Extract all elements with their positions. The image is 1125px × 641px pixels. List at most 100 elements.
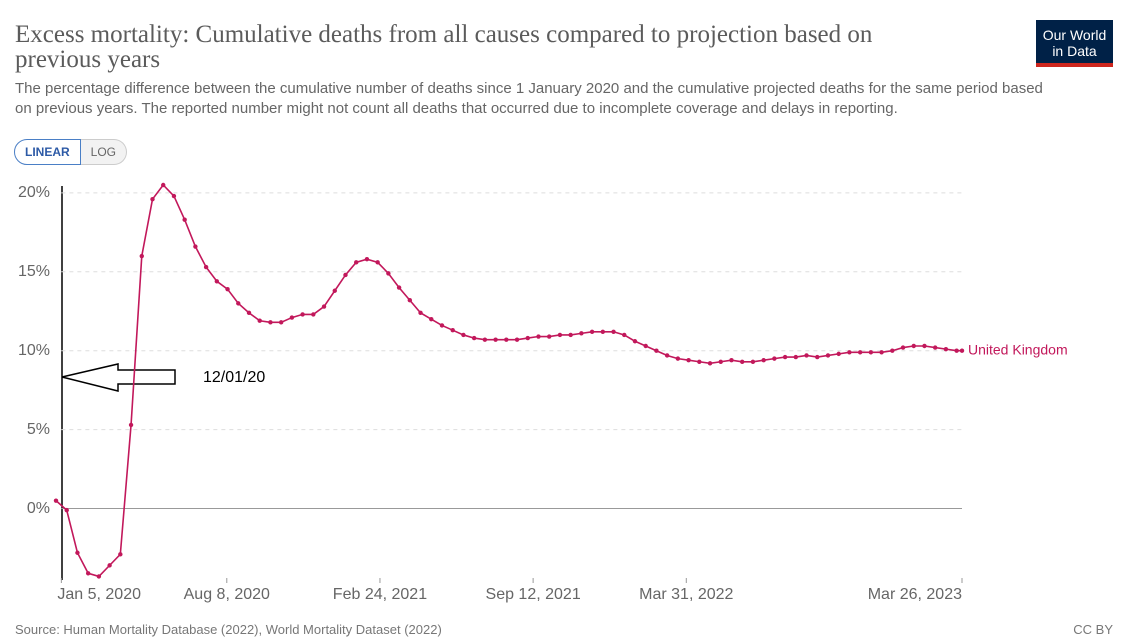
logo-line: Our World bbox=[1042, 27, 1107, 43]
data-point bbox=[718, 359, 723, 364]
data-point bbox=[847, 350, 852, 355]
x-tick-label: Mar 31, 2022 bbox=[639, 586, 733, 603]
y-tick-label: 15% bbox=[18, 263, 50, 280]
data-point bbox=[954, 348, 959, 353]
data-point bbox=[461, 332, 466, 338]
data-point bbox=[471, 335, 477, 341]
data-point bbox=[525, 335, 530, 341]
y-tick-label: 5% bbox=[27, 421, 50, 438]
data-point bbox=[675, 356, 681, 361]
data-point bbox=[782, 354, 788, 360]
data-point bbox=[150, 197, 155, 202]
y-tick-label: 10% bbox=[18, 342, 50, 359]
data-point bbox=[514, 337, 520, 342]
data-point bbox=[632, 339, 638, 344]
data-point bbox=[354, 260, 359, 265]
data-point bbox=[857, 350, 863, 355]
data-point bbox=[128, 422, 134, 428]
data-point bbox=[482, 337, 488, 342]
data-point bbox=[64, 507, 69, 513]
scale-toggle: LINEAR LOG bbox=[14, 139, 128, 165]
chart-subtitle: The percentage difference between the cu… bbox=[15, 80, 1043, 117]
data-point bbox=[429, 316, 434, 322]
data-point bbox=[611, 329, 616, 334]
data-point bbox=[289, 315, 295, 320]
data-point bbox=[225, 286, 230, 292]
data-point bbox=[450, 328, 455, 333]
data-point bbox=[900, 345, 906, 350]
data-point bbox=[203, 264, 209, 270]
data-point bbox=[332, 288, 337, 293]
data-point bbox=[396, 285, 402, 290]
data-point bbox=[664, 353, 670, 358]
data-point bbox=[568, 332, 573, 338]
data-point bbox=[321, 304, 327, 309]
data-point bbox=[536, 334, 541, 339]
data-point bbox=[311, 312, 316, 317]
data-point bbox=[193, 244, 198, 249]
data-point bbox=[386, 271, 391, 276]
data-point bbox=[589, 329, 595, 334]
series-label: United Kingdom bbox=[968, 341, 1068, 357]
y-tick-label: 20% bbox=[18, 184, 50, 201]
data-point bbox=[278, 320, 284, 325]
x-tick-label: Sep 12, 2021 bbox=[486, 586, 581, 603]
data-point bbox=[418, 310, 423, 316]
data-point bbox=[557, 332, 563, 338]
data-point bbox=[697, 359, 702, 364]
source: Source: Human Mortality Database (2022),… bbox=[15, 622, 442, 637]
data-point bbox=[257, 318, 262, 323]
data-point bbox=[815, 354, 820, 360]
data-point bbox=[932, 345, 938, 350]
data-point bbox=[772, 356, 777, 361]
data-point bbox=[246, 310, 252, 316]
data-point bbox=[504, 337, 509, 342]
data-point bbox=[547, 334, 552, 339]
data-point bbox=[825, 353, 831, 358]
data-point bbox=[911, 343, 916, 349]
log-button[interactable]: LOG bbox=[80, 139, 128, 165]
data-point bbox=[750, 359, 756, 364]
data-point bbox=[707, 361, 713, 366]
data-point bbox=[804, 353, 809, 358]
annotation-arrow bbox=[61, 363, 176, 392]
data-point bbox=[740, 359, 745, 364]
data-point bbox=[182, 217, 187, 222]
annotation-text: 12/01/20 bbox=[203, 369, 265, 386]
data-point bbox=[343, 272, 348, 278]
data-point bbox=[622, 332, 627, 338]
linear-button[interactable]: LINEAR bbox=[14, 139, 81, 165]
data-point bbox=[85, 571, 91, 576]
data-point bbox=[922, 343, 927, 349]
series-line bbox=[55, 183, 962, 578]
data-point bbox=[643, 343, 648, 349]
data-point bbox=[793, 354, 799, 360]
data-point bbox=[236, 301, 241, 306]
data-point bbox=[75, 550, 80, 555]
data-point bbox=[300, 312, 305, 317]
data-point bbox=[959, 348, 965, 353]
data-point bbox=[171, 193, 177, 199]
data-point bbox=[579, 331, 584, 336]
license[interactable]: CC BY bbox=[1073, 622, 1113, 637]
x-tick-label: Mar 26, 2023 bbox=[868, 586, 962, 603]
chart-title: Excess mortality: Cumulative deaths from… bbox=[15, 21, 873, 73]
data-point bbox=[729, 357, 734, 363]
data-point bbox=[107, 563, 112, 568]
data-point bbox=[761, 357, 766, 363]
logo[interactable]: Our World in Data bbox=[1036, 20, 1113, 67]
data-point bbox=[654, 348, 659, 353]
data-point bbox=[118, 552, 123, 557]
data-point bbox=[836, 351, 841, 357]
data-point bbox=[53, 498, 59, 503]
data-point bbox=[686, 357, 691, 363]
data-point bbox=[493, 337, 498, 342]
data-point bbox=[96, 574, 102, 579]
x-tick-label: Jan 5, 2020 bbox=[57, 586, 141, 603]
data-point bbox=[407, 298, 413, 303]
x-tick-label: Feb 24, 2021 bbox=[333, 586, 427, 603]
data-point bbox=[943, 346, 949, 352]
data-point bbox=[268, 320, 273, 325]
data-point bbox=[868, 350, 874, 355]
